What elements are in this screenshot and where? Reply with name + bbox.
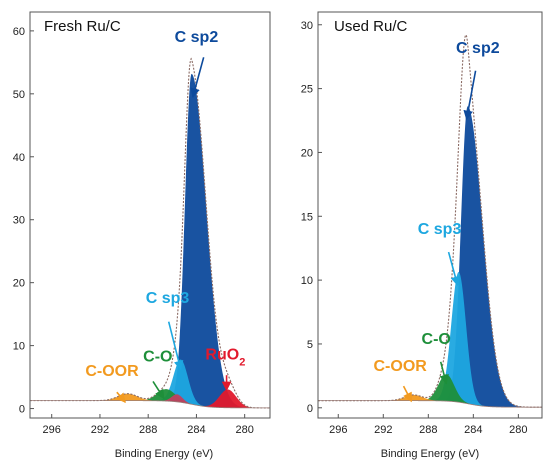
fresh-plot-frame <box>29 11 271 419</box>
fresh-y-tick-label: 0 <box>19 404 25 416</box>
fresh-x-tick-label: 280 <box>235 424 253 436</box>
fresh-axes: 296 292 288 284 280 0 10 20 30 40 50 60 <box>13 26 254 436</box>
used-x-axis-label: Binding Energy (eV) <box>381 448 479 460</box>
used-y-tick-label: 5 <box>307 339 313 351</box>
used-y-tick-label: 0 <box>307 403 313 415</box>
fresh-peak-ruo2 <box>30 389 270 408</box>
used-y-tick-label: 25 <box>301 84 313 96</box>
used-peaks <box>318 106 542 408</box>
used-arrow-c-o <box>439 361 449 385</box>
fresh-x-tick-label: 292 <box>91 424 109 436</box>
used-baseline-line <box>318 400 542 408</box>
fresh-label-ruo2: RuO2 <box>205 346 245 368</box>
used-envelope <box>318 34 542 408</box>
fresh-x-tick-label: 296 <box>43 424 61 436</box>
used-label-c-sp3: C sp3 <box>418 221 462 238</box>
used-peak-c-sp2 <box>318 106 542 408</box>
used-y-tick-label: 15 <box>301 211 313 223</box>
fresh-label-c-oor: C-OOR <box>85 363 139 380</box>
used-label-c-o: C-O <box>422 331 451 348</box>
fresh-x-tick-label: 284 <box>187 424 205 436</box>
fresh-x-axis-label: Binding Energy (eV) <box>115 448 213 460</box>
fresh-arrow-c-sp2 <box>190 57 205 98</box>
fresh-title: Fresh Ru/C <box>44 18 121 35</box>
used-arrow-c-sp3 <box>447 251 460 287</box>
fresh-label-c-sp3: C sp3 <box>146 290 190 307</box>
used-y-tick-label: 20 <box>301 147 313 159</box>
fresh-peaks <box>30 73 270 408</box>
used-x-tick-label: 280 <box>509 424 527 436</box>
fresh-peak-c-o <box>30 389 270 408</box>
used-x-tick-label: 284 <box>464 424 482 436</box>
fresh-y-tick-label: 10 <box>13 341 25 353</box>
fresh-y-tick-label: 20 <box>13 278 25 290</box>
panel-used: 296 292 288 284 280 0 5 10 15 20 25 30 Used Ru/C Bi… <box>301 11 543 460</box>
used-y-tick-label: 10 <box>301 275 313 287</box>
used-label-c-oor: C-OOR <box>374 358 428 375</box>
used-axes: 296 292 288 284 280 0 5 10 15 20 25 30 <box>301 20 528 436</box>
fresh-envelope <box>30 57 270 409</box>
used-envelope-line <box>318 34 542 408</box>
used-y-tick-label: 30 <box>301 20 313 32</box>
fresh-y-tick-label: 30 <box>13 215 25 227</box>
used-annotations: C sp2 C sp3 C-O C-OOR <box>374 40 500 403</box>
fresh-arrow-c-sp3 <box>167 321 184 371</box>
fresh-y-tick-label: 50 <box>13 89 25 101</box>
fresh-label-c-sp2: C sp2 <box>175 29 219 46</box>
fresh-annotations: C sp2 C sp3 C-OC-OOR RuO2 <box>85 29 245 403</box>
used-title: Used Ru/C <box>334 18 408 35</box>
fresh-baseline-line <box>30 400 270 409</box>
fresh-y-tick-label: 60 <box>13 26 25 38</box>
fresh-y-tick-label: 40 <box>13 152 25 164</box>
used-arrow-c-sp2 <box>463 70 477 121</box>
used-plot-frame <box>317 11 543 419</box>
fresh-x-tick-label: 288 <box>139 424 157 436</box>
fresh-arrow-c-o <box>152 381 165 400</box>
used-arrow-c-oor <box>402 385 413 403</box>
fresh-label-c-o: C-O <box>143 348 172 365</box>
used-x-tick-label: 292 <box>374 424 392 436</box>
used-x-tick-label: 288 <box>419 424 437 436</box>
fresh-arrow-c-oor <box>116 391 126 403</box>
used-label-c-sp2: C sp2 <box>456 40 500 57</box>
fresh-peak-c-sp2 <box>30 73 270 408</box>
used-x-tick-label: 296 <box>329 424 347 436</box>
